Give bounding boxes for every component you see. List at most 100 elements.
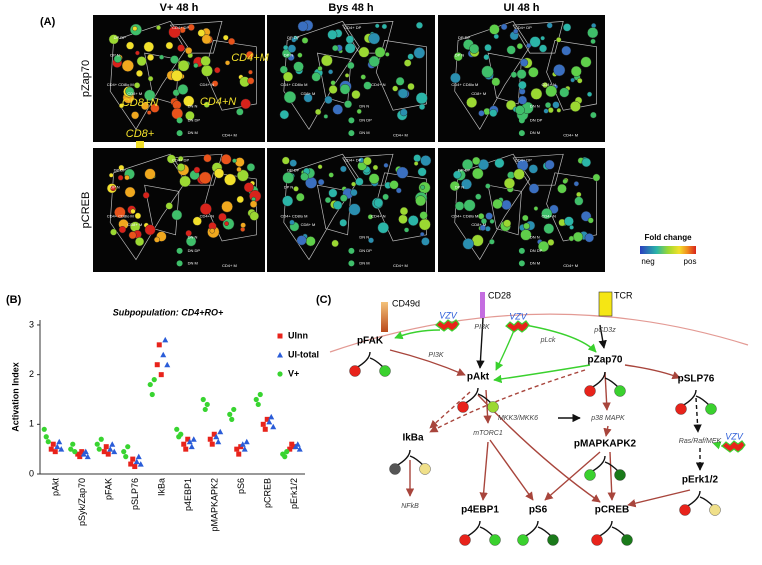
spade-node xyxy=(236,108,244,116)
pathway-node: pS6 xyxy=(529,505,548,516)
spade-node xyxy=(415,92,428,105)
spade-node xyxy=(544,159,555,170)
glyph-dot xyxy=(591,534,603,546)
spade-node xyxy=(317,164,323,170)
spade-node xyxy=(489,218,495,224)
spade-node xyxy=(372,164,379,171)
spade-node xyxy=(317,178,325,186)
spade-node xyxy=(236,166,242,173)
spade-node xyxy=(200,55,211,67)
x-tick-label: pAkt xyxy=(51,478,61,497)
spade-node xyxy=(135,237,145,247)
spade-node xyxy=(339,218,348,227)
spade-node xyxy=(130,208,136,214)
spade-node xyxy=(557,183,567,194)
cluster-outline xyxy=(375,40,427,111)
spade-node xyxy=(586,91,593,97)
y-tick-label: 2 xyxy=(29,369,34,379)
data-point xyxy=(149,391,155,398)
spade-node xyxy=(367,214,374,220)
spade-node xyxy=(347,61,355,70)
spade-node xyxy=(562,23,572,32)
glyph-dot xyxy=(419,463,431,475)
spade-node xyxy=(224,60,231,66)
spade-node xyxy=(132,26,138,32)
node-label: DN N xyxy=(188,104,198,109)
arrow xyxy=(476,317,485,369)
node-label: CD8+ M xyxy=(301,222,316,227)
spade-node xyxy=(463,199,476,212)
spade-node xyxy=(171,107,183,120)
spade-node xyxy=(246,163,256,172)
x-tick-label: IkBa xyxy=(157,478,167,496)
spade-node xyxy=(147,75,154,82)
data-point xyxy=(284,449,290,455)
data-point xyxy=(262,426,268,432)
row-label: pCREB xyxy=(80,192,92,229)
node-label: CD4+ CD8lo M xyxy=(107,82,134,87)
spade-node xyxy=(363,81,372,90)
spade-node xyxy=(518,95,528,105)
data-point xyxy=(98,436,104,442)
data-point xyxy=(130,456,136,462)
data-point xyxy=(183,446,189,452)
node-label: CD4+ N xyxy=(371,213,385,218)
pathway-node: pSLP76 xyxy=(678,374,715,385)
spade-node xyxy=(530,88,543,100)
row-label: pZap70 xyxy=(80,60,92,97)
spade-node xyxy=(179,175,191,188)
data-point xyxy=(70,441,76,447)
colorbar-low: neg xyxy=(641,257,654,266)
spade-node xyxy=(348,203,361,216)
arrow xyxy=(483,389,492,424)
spade-node xyxy=(135,69,143,77)
spade-node xyxy=(282,171,295,184)
node-label: DN N xyxy=(359,234,369,239)
spade-node xyxy=(592,173,601,182)
spade-node xyxy=(199,171,212,185)
spade-node xyxy=(209,228,215,234)
spade-node xyxy=(289,159,297,167)
spade-node xyxy=(221,200,233,213)
spade-node xyxy=(529,36,541,48)
chart-title: Subpopulation: CD4+RO+ xyxy=(113,307,224,317)
spade-node xyxy=(350,188,358,197)
spade-node xyxy=(332,44,339,52)
spade-node xyxy=(546,22,553,29)
data-point xyxy=(204,401,210,408)
glyph-dot xyxy=(675,403,687,415)
spade-node xyxy=(377,222,389,234)
receptor xyxy=(598,291,613,317)
pathway-node: pZap70 xyxy=(587,355,622,366)
spade-node xyxy=(454,201,465,211)
spade-node xyxy=(249,200,258,208)
spade-node xyxy=(538,240,550,252)
spade-node xyxy=(279,109,290,120)
column-title: UI 48 h xyxy=(503,2,539,14)
spade-node xyxy=(131,111,140,120)
pathway-node: mTORC1 xyxy=(473,430,503,437)
arrow xyxy=(627,489,691,508)
spade-node xyxy=(539,44,548,53)
spade-node xyxy=(134,212,142,220)
spade-node xyxy=(345,35,355,44)
data-point xyxy=(174,426,180,432)
glyph xyxy=(465,520,495,538)
spade-node xyxy=(516,69,527,80)
spade-node xyxy=(113,54,122,63)
node-label: CD4+ N xyxy=(542,82,556,87)
spade-node xyxy=(234,157,245,167)
spade-node xyxy=(118,103,125,109)
data-point xyxy=(105,451,111,457)
data-point xyxy=(50,441,56,447)
spade-node xyxy=(368,237,374,244)
data-point xyxy=(266,418,273,425)
spade-node xyxy=(398,88,409,99)
spade-node xyxy=(374,46,386,58)
node-label: DN M xyxy=(530,260,540,265)
pathway-node: p4EBP1 xyxy=(461,505,499,516)
spade-node xyxy=(339,83,351,95)
receptor xyxy=(480,292,485,318)
spade-node xyxy=(522,214,529,222)
spade-node xyxy=(317,65,323,72)
